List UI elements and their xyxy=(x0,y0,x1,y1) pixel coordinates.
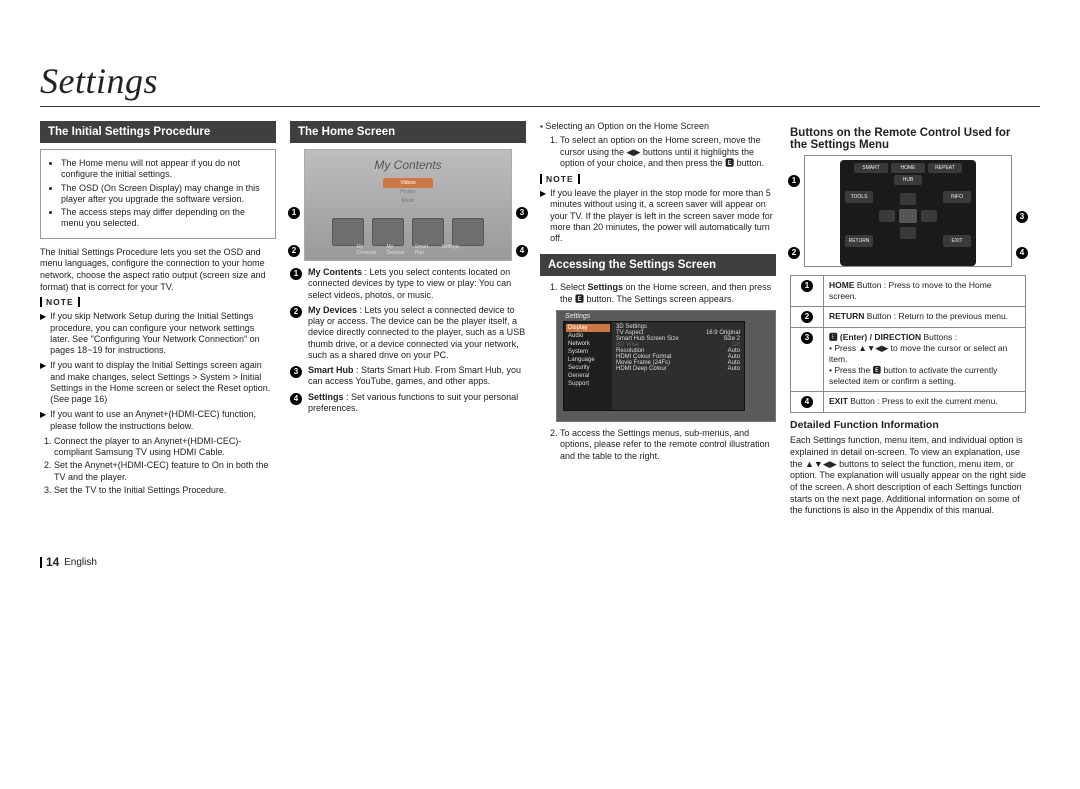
triangle-icon: ▶ xyxy=(40,361,46,405)
note-label: NOTE xyxy=(40,297,80,307)
note-item: ▶If you want to display the Initial Sett… xyxy=(40,360,276,405)
remote-repeat-button: REPEAT xyxy=(928,163,962,173)
bulleted-box: The Home menu will not appear if you do … xyxy=(40,149,276,239)
remote-tools-button: TOOLS xyxy=(845,191,873,203)
remote-up-button xyxy=(900,193,916,205)
step: Select Settings on the Home screen, and … xyxy=(560,282,776,305)
callout-1: 1 xyxy=(288,207,300,219)
remote-right-button xyxy=(921,210,937,222)
remote-enter-button xyxy=(899,209,917,223)
detailed-func-heading: Detailed Function Information xyxy=(790,419,1026,431)
callout-num: 4 xyxy=(290,393,302,405)
callout-4: 4 xyxy=(1016,247,1028,259)
remote-info-button: INFO xyxy=(943,191,971,203)
intro-para: The Initial Settings Procedure lets you … xyxy=(40,247,276,294)
hdr-home: The Home Screen xyxy=(290,121,526,143)
remote-smart-button: SMART xyxy=(854,163,888,173)
sub-steps: Connect the player to an Anynet+(HDMI-CE… xyxy=(54,436,276,496)
col-initial-settings: The Initial Settings Procedure The Home … xyxy=(40,121,276,521)
columns: The Initial Settings Procedure The Home … xyxy=(40,121,1040,521)
tbl-cell: RETURN Button : Return to the previous m… xyxy=(824,307,1026,328)
bullet: The Home menu will not appear if you do … xyxy=(61,158,267,181)
callout-3: 3 xyxy=(1016,211,1028,223)
callout-2: 2 xyxy=(288,245,300,257)
remote-down-button xyxy=(900,227,916,239)
manual-page: Settings The Initial Settings Procedure … xyxy=(40,60,1040,569)
callout-num: 2 xyxy=(290,306,302,318)
callout-3: 3 xyxy=(516,207,528,219)
my-contents-label: My Contents xyxy=(374,158,441,172)
step: To access the Settings menus, sub-menus,… xyxy=(560,428,776,463)
thumb xyxy=(332,218,364,246)
remote-exit-button: EXIT xyxy=(943,235,971,247)
page-footer: 14 English xyxy=(40,555,1040,569)
note-label: NOTE xyxy=(540,174,580,184)
settings-screen-illustration: Settings Display Audio Network System La… xyxy=(556,310,776,422)
thumb xyxy=(452,218,484,246)
page-title: Settings xyxy=(40,60,1040,107)
proc-access-settings: Select Settings on the Home screen, and … xyxy=(540,282,776,305)
thumb xyxy=(372,218,404,246)
callout-num: 1 xyxy=(290,268,302,280)
tbl-cell: 🅴 (Enter) / DIRECTION Buttons :• Press ▲… xyxy=(824,328,1026,392)
selecting-option-line: Selecting an Option on the Home Screen xyxy=(545,121,709,131)
annotation-list: 1My Contents : Lets you select contents … xyxy=(290,267,526,414)
hdr-accessing: Accessing the Settings Screen xyxy=(540,254,776,276)
note-item: ▶If you leave the player in the stop mod… xyxy=(540,188,776,244)
detailed-func-para: Each Settings function, menu item, and i… xyxy=(790,435,1026,517)
remote-illustration: SMART HOME REPEAT HUB TOOLS INFO xyxy=(804,155,1012,267)
col-remote: Buttons on the Remote Control Used for t… xyxy=(790,121,1026,521)
triangle-icon: ▶ xyxy=(40,410,46,432)
remote-return-button: RETURN xyxy=(845,235,873,247)
sub-step: Set the Anynet+(HDMI-CEC) feature to On … xyxy=(54,460,276,483)
step: To select an option on the Home screen, … xyxy=(560,135,776,170)
sub-step: Connect the player to an Anynet+(HDMI-CE… xyxy=(54,436,276,459)
note-item: ▶If you skip Network Setup during the In… xyxy=(40,311,276,356)
settings-main: 3D Settings TV Aspect16:9 Original Smart… xyxy=(612,322,744,410)
col-home-screen: The Home Screen My Contents Videos Photo… xyxy=(290,121,526,521)
thumb xyxy=(412,218,444,246)
tbl-cell: HOME Button : Press to move to the Home … xyxy=(824,276,1026,307)
settings-side: Display Audio Network System Language Se… xyxy=(564,322,612,410)
tbl-cell: EXIT Button : Press to exit the current … xyxy=(824,392,1026,413)
remote-home-button: HOME xyxy=(891,163,925,173)
remote-heading: Buttons on the Remote Control Used for t… xyxy=(790,127,1026,151)
home-screen-illustration: My Contents Videos Photos Music My Conte… xyxy=(304,149,512,261)
callout-2: 2 xyxy=(788,247,800,259)
triangle-icon: ▶ xyxy=(40,312,46,356)
callout-1: 1 xyxy=(788,175,800,187)
sub-step: Set the TV to the Initial Settings Proce… xyxy=(54,485,276,496)
note-item: ▶If you want to use an Anynet+(HDMI-CEC)… xyxy=(40,409,276,432)
col-accessing: ▪ Selecting an Option on the Home Screen… xyxy=(540,121,776,521)
remote-left-button xyxy=(879,210,895,222)
bullet: The OSD (On Screen Display) may change i… xyxy=(61,183,267,206)
remote-hub-button: HUB xyxy=(894,175,922,185)
hdr-initial: The Initial Settings Procedure xyxy=(40,121,276,143)
proc-select-option: To select an option on the Home screen, … xyxy=(540,135,776,170)
proc-access-settings-2: To access the Settings menus, sub-menus,… xyxy=(540,428,776,463)
callout-num: 3 xyxy=(290,366,302,378)
callout-4: 4 xyxy=(516,245,528,257)
remote-buttons-table: 1HOME Button : Press to move to the Home… xyxy=(790,275,1026,413)
bullet: The access steps may differ depending on… xyxy=(61,207,267,230)
triangle-icon: ▶ xyxy=(540,189,546,244)
